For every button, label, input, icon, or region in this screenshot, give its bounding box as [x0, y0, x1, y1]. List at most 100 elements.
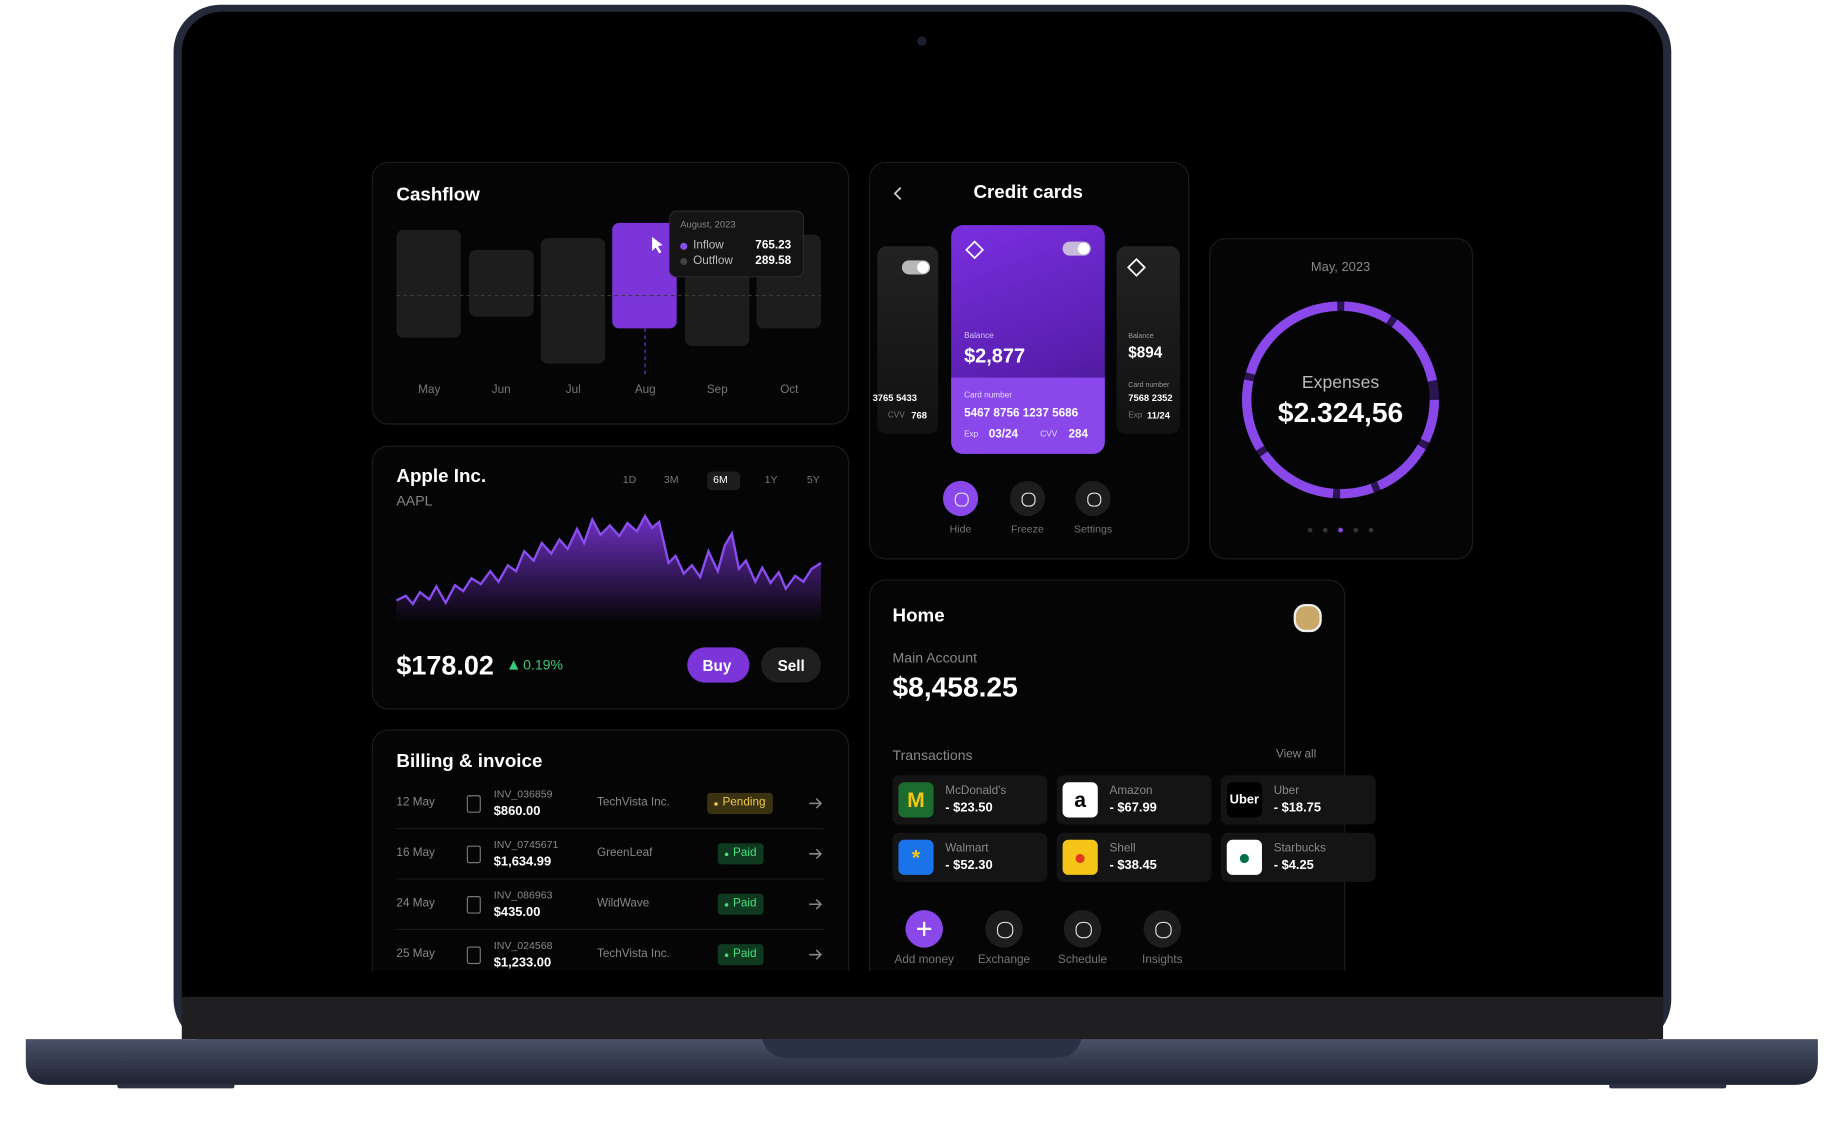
invoice-number: INV_086963: [493, 889, 553, 901]
card-exp-label: Exp: [964, 430, 979, 439]
invoice-date: 24 May: [396, 897, 435, 911]
tooltip-date: August, 2023: [680, 219, 736, 230]
action-icon: [1075, 921, 1092, 939]
status-label: Pending: [722, 796, 766, 810]
transaction-amount: - $38.45: [1109, 858, 1157, 873]
file-icon: [466, 845, 481, 864]
main-card-footer: [951, 377, 1105, 454]
action-label: Add money: [894, 953, 954, 967]
status-badge: Pending: [707, 792, 773, 814]
card-exp: 11/24: [1147, 410, 1170, 422]
account-balance: $8,458.25: [892, 672, 1018, 704]
arrow: [809, 848, 823, 860]
range-option[interactable]: 3M: [663, 473, 679, 486]
card-title: Billing & invoice: [396, 751, 543, 772]
screen: Cashflow August, 2023 Inflow 765.23 Outflow 2…: [371, 161, 1474, 972]
buy-button[interactable]: Buy: [687, 647, 750, 683]
row-arrow: [809, 848, 823, 860]
tooltip: [669, 210, 804, 278]
card-logos: [901, 240, 1146, 277]
buy-label[interactable]: Buy: [702, 656, 732, 675]
stock-area: [396, 516, 821, 622]
page-dot: [1338, 527, 1343, 533]
invoice-company: TechVista Inc.: [596, 947, 670, 961]
tooltip-label: Outflow: [693, 254, 733, 268]
transaction-amount: - $67.99: [1109, 801, 1157, 816]
cursor: [652, 236, 663, 254]
action-icon: [1087, 492, 1102, 507]
transaction-amount: - $52.30: [945, 858, 993, 873]
sell-label[interactable]: Sell: [777, 656, 805, 675]
merchant-logo: ●: [1062, 839, 1098, 875]
invoice-date: 25 May: [396, 947, 435, 961]
page-dot: [1307, 527, 1313, 533]
range-option[interactable]: 6M: [713, 473, 728, 486]
card-balance-label: Balance: [1128, 333, 1154, 341]
invoice-amount: $435.00: [493, 905, 541, 920]
chip-logo: [965, 240, 985, 260]
side-card: [877, 246, 939, 434]
stock-line: [395, 513, 822, 607]
range-option[interactable]: 5Y: [806, 473, 820, 486]
action-icon: [954, 492, 969, 507]
stock-ticker: AAPL: [396, 492, 433, 510]
month-label: Aug: [634, 383, 656, 397]
merchant-name: Shell: [1109, 842, 1136, 855]
action-button[interactable]: [1075, 480, 1111, 517]
merchant-logo: M: [898, 782, 934, 818]
card-balance-label: Balance: [964, 331, 994, 341]
card-number-label: Card number: [1128, 382, 1170, 390]
status-label: Paid: [733, 897, 757, 911]
stock-price: $178.02: [396, 649, 494, 681]
action-button[interactable]: [1063, 910, 1102, 948]
arrow: [809, 899, 823, 910]
expenses-date: May, 2023: [1310, 260, 1371, 275]
card-exp: 03/24: [988, 428, 1019, 441]
action-label: Hide: [949, 523, 972, 535]
merchant-name: Amazon: [1109, 784, 1153, 798]
card-cvv: 768: [911, 410, 927, 422]
toggle-knob: [917, 261, 929, 274]
card-title: Cashflow: [396, 185, 480, 206]
month-label: Oct: [780, 383, 799, 397]
status-badge: Paid: [717, 944, 764, 966]
range-option[interactable]: 1D: [622, 473, 637, 486]
action-label: Insights: [1142, 953, 1183, 967]
row-arrow: [809, 899, 823, 910]
view-all-link[interactable]: View all: [1276, 748, 1317, 762]
merchant-name: Uber: [1273, 784, 1300, 798]
card-balance: $894: [1128, 343, 1163, 362]
home-title: Home: [892, 606, 945, 627]
section-title: Transactions: [892, 747, 973, 764]
range-option[interactable]: 1Y: [764, 473, 778, 486]
status-label: Paid: [733, 846, 757, 860]
transaction-amount: - $18.75: [1273, 801, 1322, 816]
action-button[interactable]: [942, 480, 979, 517]
page-dot: [1353, 527, 1359, 533]
action-label: Exchange: [977, 953, 1031, 967]
file-icon: [466, 896, 481, 914]
month-label: Jul: [565, 383, 581, 397]
cashflow-bars: [396, 210, 821, 376]
sell-button[interactable]: Sell: [761, 647, 821, 683]
action-button[interactable]: [1009, 480, 1045, 517]
card-cvv-label: CVV: [1040, 430, 1058, 439]
bar: [540, 238, 606, 364]
action-icon: [1021, 492, 1036, 507]
invoice-number: INV_036859: [493, 788, 553, 800]
merchant-logo: a: [1062, 782, 1098, 818]
row-arrow: [809, 798, 823, 809]
row-divider: [396, 828, 824, 830]
page-dot: [1322, 527, 1328, 533]
back-icon: [893, 187, 902, 201]
invoice-number: INV_0745671: [493, 838, 559, 851]
action-button[interactable]: [1143, 910, 1182, 948]
row-arrow: [809, 949, 823, 960]
transaction-amount: - $23.50: [945, 801, 993, 816]
status-dot: [724, 902, 729, 907]
card-number: 5467 8756 1237 5686: [964, 406, 1079, 420]
invoice-date: 16 May: [396, 846, 435, 860]
billing-card: [371, 729, 850, 972]
action-button[interactable]: [985, 910, 1023, 948]
